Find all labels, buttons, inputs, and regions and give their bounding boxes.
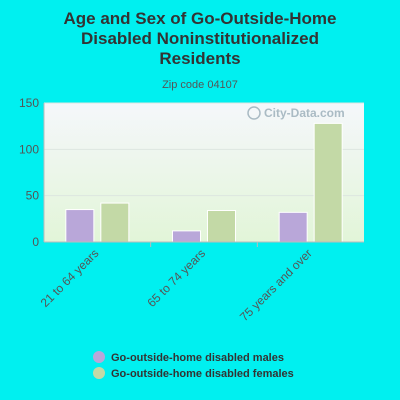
bar-males-1 xyxy=(172,230,201,243)
x-tick-label: 21 to 64 years xyxy=(38,246,102,310)
watermark: City-Data.com xyxy=(247,106,345,120)
gridlines xyxy=(44,102,364,197)
x-tick-label: 65 to 74 years xyxy=(144,246,208,310)
legend-label-females: Go-outside-home disabled females xyxy=(111,368,294,380)
bar-females-2 xyxy=(313,122,343,243)
y-tick-label: 100 xyxy=(19,142,39,156)
y-tick-label: 0 xyxy=(32,235,39,249)
y-tick-label: 150 xyxy=(19,96,39,110)
legend-swatch-females xyxy=(93,367,105,379)
bars xyxy=(65,122,343,243)
bar-males-0 xyxy=(65,209,95,243)
legend-label-males: Go-outside-home disabled males xyxy=(111,352,284,364)
plot-area xyxy=(44,103,364,242)
bar-males-2 xyxy=(278,211,308,243)
x-tick-label: 75 years and over xyxy=(237,246,315,324)
legend: Go-outside-home disabled males Go-outsid… xyxy=(93,351,294,380)
watermark-search-icon xyxy=(247,106,261,120)
bar-females-1 xyxy=(207,209,236,243)
x-axis-ticks: 21 to 64 years 65 to 74 years 75 years and… xyxy=(38,242,315,324)
y-tick-label: 50 xyxy=(26,189,40,203)
y-axis-ticks: 0 50 100 150 xyxy=(19,96,39,249)
legend-swatch-males xyxy=(93,351,105,363)
chart-subtitle: Zip code 04107 xyxy=(162,79,238,91)
watermark-text: City-Data.com xyxy=(264,106,345,120)
chart-title-line-1: Age and Sex of Go-Outside-Home xyxy=(64,9,337,28)
chart-title-line-2: Disabled Noninstitutionalized xyxy=(81,29,319,48)
bar-females-0 xyxy=(100,202,130,243)
chart-title-line-3: Residents xyxy=(159,49,240,68)
